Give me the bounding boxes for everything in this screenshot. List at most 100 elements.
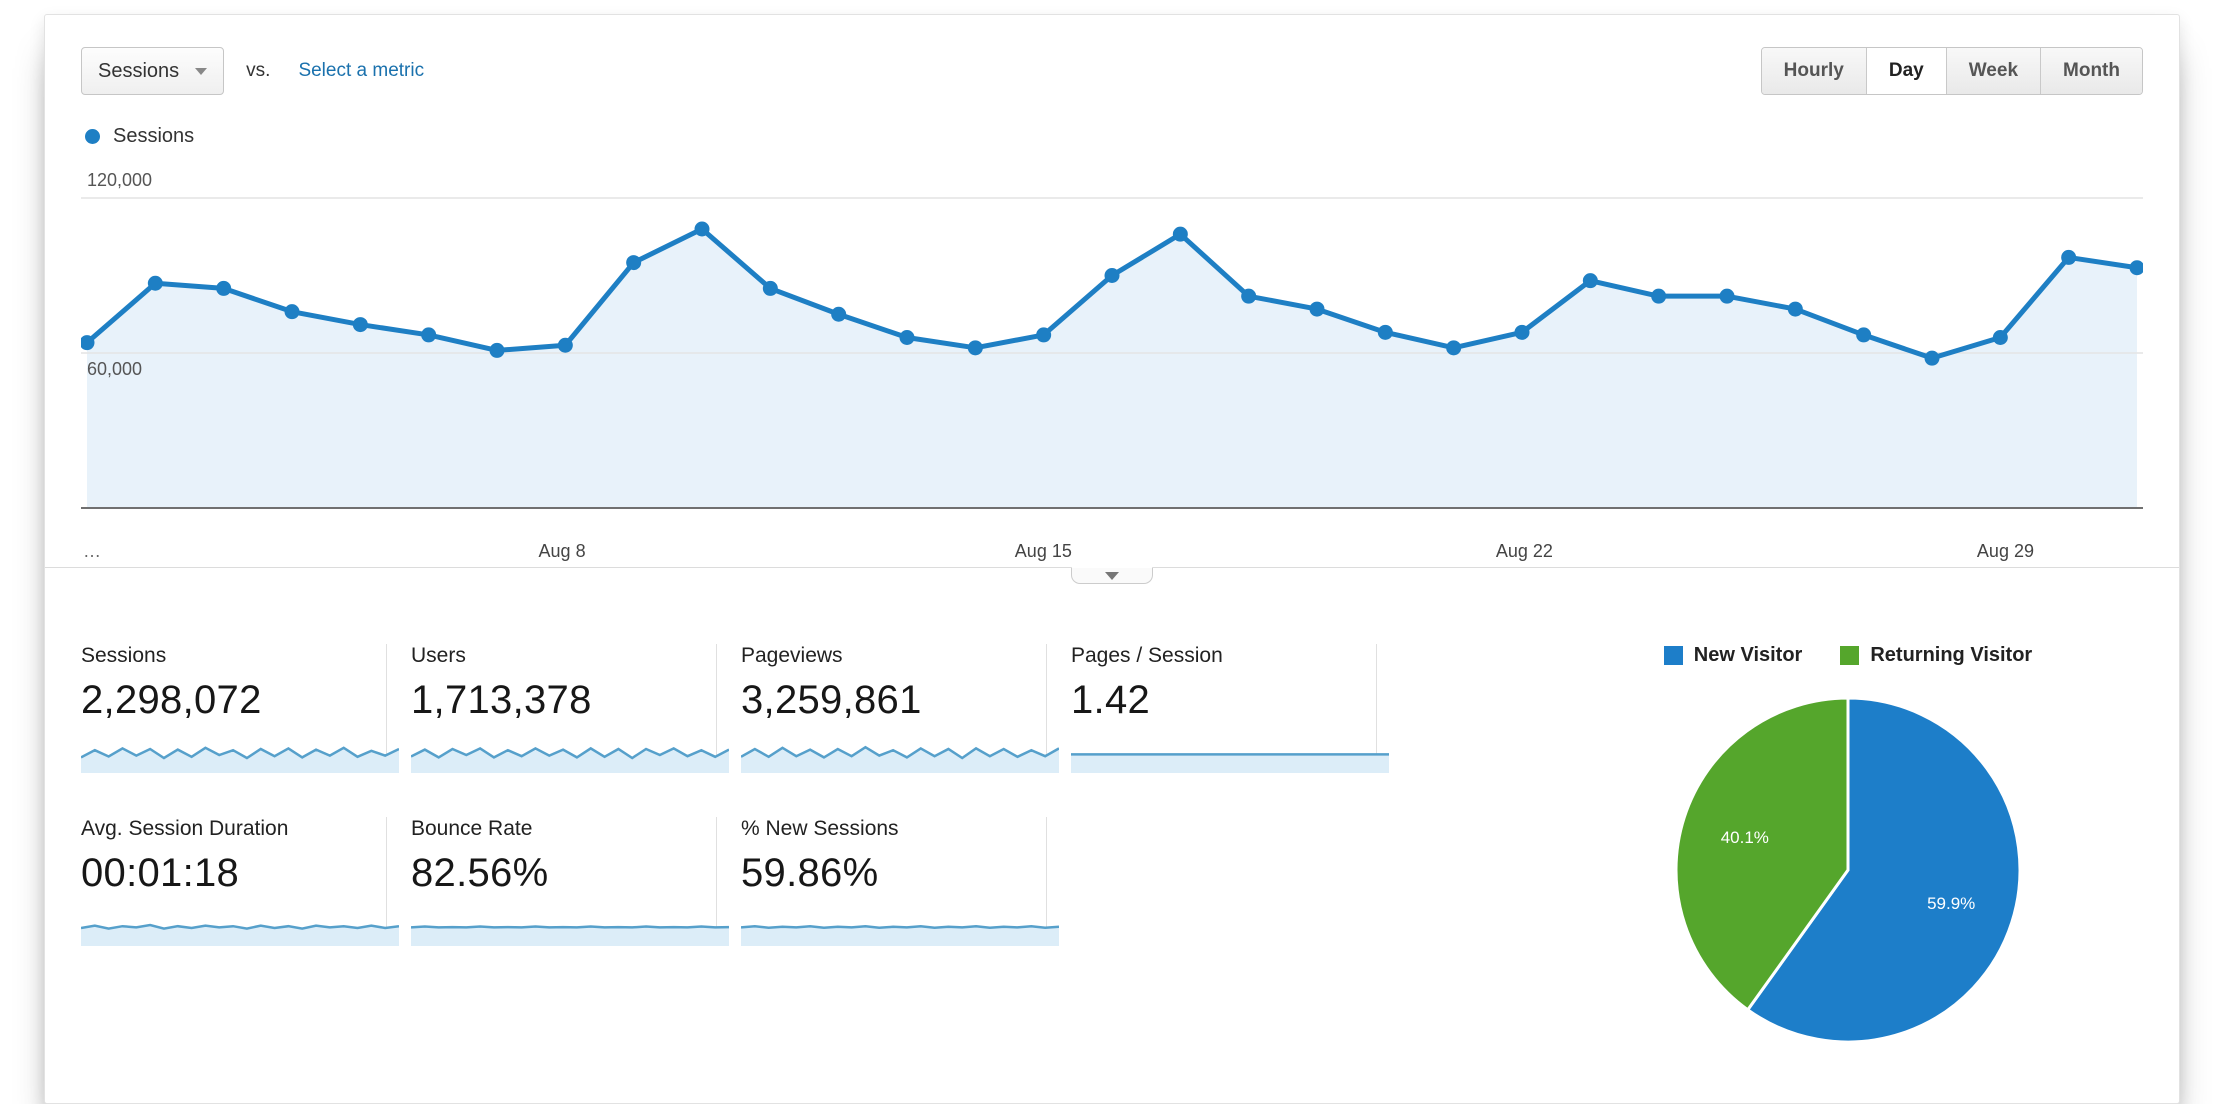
metric-card-avg-session-duration: Avg. Session Duration 00:01:18 <box>81 817 399 946</box>
chevron-down-icon <box>195 67 208 75</box>
metric-selector-dropdown[interactable]: Sessions <box>81 47 225 95</box>
metric-label: Sessions <box>81 644 167 667</box>
sparkline-area <box>741 926 1059 946</box>
sparkline-area <box>81 747 399 773</box>
chart-controls-bar: Sessions vs. Select a metric Hourly Day … <box>81 15 2143 95</box>
timeline-point <box>1787 301 1803 317</box>
metric-card-pages-per-session: Pages / Session 1.42 <box>1071 644 1389 773</box>
timeline-point <box>421 327 437 343</box>
metric-card-pageviews: Pageviews 3,259,861 <box>741 644 1059 773</box>
timeline-point <box>352 317 368 333</box>
metric-sparkline <box>81 746 399 773</box>
timeline-point <box>1992 330 2008 345</box>
metric-label: Avg. Session Duration <box>81 817 289 840</box>
metric-value: 1.42 <box>1071 678 1151 722</box>
sessions-chart-svg <box>81 197 2143 509</box>
visitor-type-panel: New Visitor Returning Visitor 59.9% 40.1% <box>1553 644 2143 1055</box>
sessions-legend-label: Sessions <box>113 125 195 147</box>
sparkline-line <box>741 924 1059 929</box>
timeline-point <box>1377 324 1393 340</box>
timeline-point <box>762 280 778 296</box>
timeline-point <box>1104 268 1120 283</box>
metric-sparkline <box>411 925 729 946</box>
x-axis-tick: Aug 8 <box>538 541 586 561</box>
timeline-point <box>831 306 847 322</box>
timeline-area <box>87 229 2137 508</box>
sparkline-area <box>411 748 729 773</box>
timeline-point <box>694 221 710 237</box>
metric-label: Pages / Session <box>1071 644 1223 667</box>
sessions-timeline-chart: 120,000 60,000 <box>81 158 2143 533</box>
metric-sparkline <box>741 745 1059 773</box>
metric-label: Users <box>411 644 466 667</box>
timeline-point <box>81 335 95 351</box>
metric-label: Bounce Rate <box>411 817 533 840</box>
metric-value: 00:01:18 <box>81 851 240 895</box>
timeline-point <box>2129 260 2143 276</box>
sparkline-area <box>1071 754 1389 773</box>
x-axis: … Aug 8 Aug 15 Aug 22 Aug 29 <box>81 533 2143 567</box>
timeline-point <box>1309 301 1325 317</box>
timeline-point <box>1241 288 1257 304</box>
timeline-point <box>1651 288 1667 304</box>
x-axis-tick: Aug 29 <box>1976 541 2034 561</box>
metric-value: 1,713,378 <box>411 678 592 722</box>
sparkline-line <box>411 925 729 929</box>
timeline-point <box>1924 350 1940 366</box>
returning-visitor-legend-swatch <box>1840 646 1860 665</box>
timeline-point <box>1582 273 1598 289</box>
pie-legend: New Visitor Returning Visitor <box>1553 644 2143 667</box>
granularity-hourly[interactable]: Hourly <box>1761 48 1866 94</box>
sessions-legend-dot <box>85 129 100 144</box>
sparkline-line <box>81 746 399 760</box>
granularity-month[interactable]: Month <box>2040 48 2142 94</box>
granularity-week[interactable]: Week <box>1945 48 2041 94</box>
timeline-point <box>1856 327 1872 343</box>
timeline-point <box>216 280 232 296</box>
metric-label: Pageviews <box>741 644 843 667</box>
pie-slice-label: 40.1% <box>1721 828 1769 847</box>
x-axis-tick: Aug 15 <box>1014 541 1072 561</box>
timeline-point <box>489 342 505 358</box>
returning-visitor-legend-label: Returning Visitor <box>1870 644 2033 666</box>
metric-card-sessions: Sessions 2,298,072 <box>81 644 399 773</box>
select-metric-link[interactable]: Select a metric <box>298 60 425 81</box>
y-axis-label-120k: 120,000 <box>87 170 153 190</box>
timeline-point <box>1719 288 1735 304</box>
returning-visitor-legend-item: Returning Visitor <box>1840 644 2032 667</box>
y-axis-label-60k: 60,000 <box>87 359 143 379</box>
timeline-point <box>967 340 983 356</box>
sparkline-area <box>81 925 399 946</box>
sparkline-line <box>741 745 1059 760</box>
timeline-point <box>1036 327 1052 343</box>
collapse-arrow-icon <box>1105 571 1119 580</box>
granularity-toggle: Hourly Day Week Month <box>1760 47 2143 95</box>
timeline-point <box>1514 324 1530 340</box>
granularity-day[interactable]: Day <box>1865 48 1946 94</box>
metric-value: 59.86% <box>741 851 879 895</box>
chart-collapse-handle[interactable] <box>1071 567 1153 584</box>
metric-value: 82.56% <box>411 851 549 895</box>
metric-label: % New Sessions <box>741 817 899 840</box>
x-axis-ellipsis: … <box>83 541 101 561</box>
metric-card-users: Users 1,713,378 <box>411 644 729 773</box>
metric-value: 3,259,861 <box>741 678 922 722</box>
timeline-point <box>557 337 573 353</box>
metric-sparkline <box>741 924 1059 946</box>
metric-selector-label: Sessions <box>98 59 180 82</box>
metric-card-bounce-rate: Bounce Rate 82.56% <box>411 817 729 946</box>
metric-value: 2,298,072 <box>81 678 262 722</box>
metric-sparkline <box>81 923 399 946</box>
timeline-point <box>1446 340 1462 356</box>
metric-card-new-sessions: % New Sessions 59.86% <box>741 817 1059 946</box>
visitor-pie-chart: 59.9% 40.1% <box>1674 696 2022 1044</box>
timeline-point <box>284 304 300 320</box>
pie-slice-label: 59.9% <box>1927 894 1975 913</box>
timeline-point <box>1172 226 1188 242</box>
timeline-point <box>899 330 915 345</box>
timeline-point <box>147 275 163 291</box>
pie-slice-returning-visitor <box>1674 696 1850 1012</box>
timeline-legend: Sessions <box>81 125 2143 148</box>
sparkline-line <box>81 923 399 930</box>
vs-label: vs. <box>246 60 271 81</box>
